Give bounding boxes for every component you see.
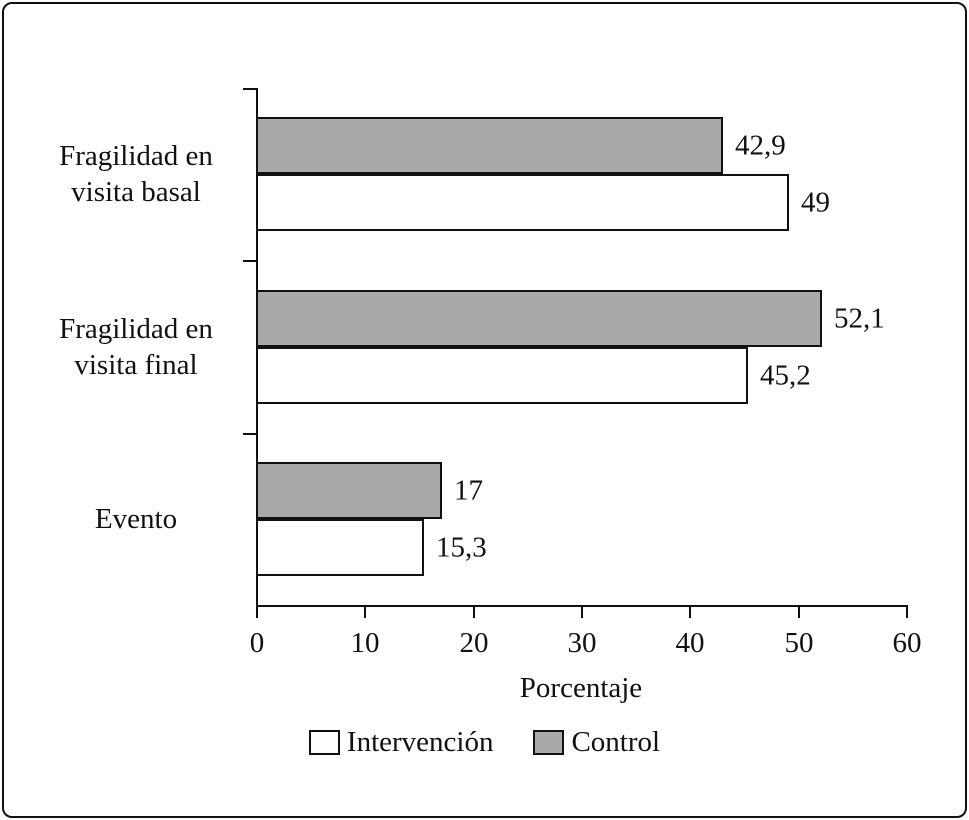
legend-label-intervencion: Intervención [346, 726, 494, 758]
x-axis-tick [364, 605, 366, 618]
x-axis-tick [798, 605, 800, 618]
x-axis-tick [689, 605, 691, 618]
legend-swatch-intervencion [308, 730, 340, 755]
bar-value-label: 42,9 [735, 129, 786, 161]
category-label-line: Evento [94, 502, 178, 535]
x-axis-tick-label: 10 [350, 627, 380, 659]
bar-intervencion [256, 347, 748, 404]
x-axis-tick-label: 40 [675, 627, 705, 659]
category-label-line: visita final [74, 349, 198, 381]
x-axis-tick-label: 20 [459, 627, 489, 659]
bar-value-label: 49 [801, 186, 830, 218]
x-axis-tick-label: 50 [784, 627, 814, 659]
legend-item-control: Control [533, 726, 660, 759]
bar-control [256, 290, 822, 347]
category-label: Evento [28, 501, 244, 537]
x-axis-title: Porcentaje [519, 672, 643, 704]
legend-label-control: Control [571, 726, 661, 758]
bar-value-label: 52,1 [834, 302, 885, 334]
x-axis-tick [906, 605, 908, 618]
bar-intervencion [256, 519, 424, 576]
y-axis-tick [243, 433, 256, 435]
bar-intervencion [256, 174, 789, 231]
category-label-line: Fragilidad en [59, 312, 213, 345]
legend-swatch-control [533, 730, 565, 755]
category-label-line: visita basal [71, 176, 201, 208]
x-axis-tick [581, 605, 583, 618]
bar-value-label: 17 [454, 474, 483, 506]
x-axis-tick-label: 0 [249, 627, 265, 659]
category-label: Fragilidad en visita final [28, 311, 244, 384]
x-axis-tick [256, 605, 258, 618]
category-label: Fragilidad en visita basal [28, 138, 244, 211]
x-axis-tick-label: 30 [567, 627, 597, 659]
bar-control [256, 462, 442, 519]
bar-value-label: 15,3 [436, 531, 487, 563]
x-axis-tick [473, 605, 475, 618]
legend-item-intervencion: Intervención [308, 726, 494, 759]
category-label-line: Fragilidad en [59, 139, 213, 172]
y-axis-tick [243, 260, 256, 262]
bar-value-label: 45,2 [760, 359, 811, 391]
bar-control [256, 117, 723, 174]
x-axis-tick-label: 60 [892, 627, 922, 659]
y-axis-tick [243, 88, 256, 90]
legend: Intervención Control [0, 726, 969, 759]
